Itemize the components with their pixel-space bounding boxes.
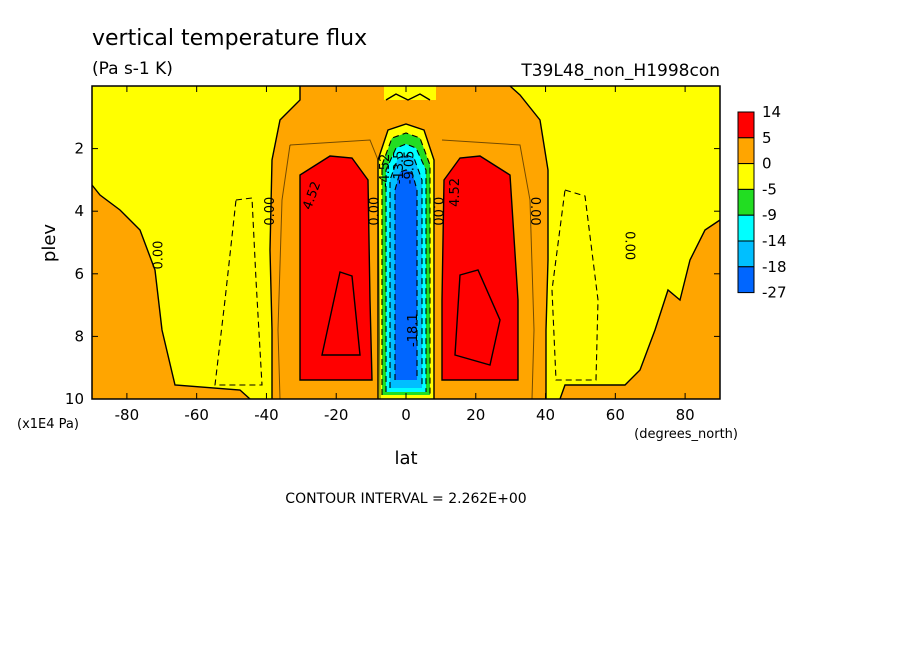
x-tick-label: 60 (606, 406, 625, 424)
legend-swatch (737, 214, 755, 242)
legend-label: -27 (762, 284, 787, 302)
contour-max-sh (321, 271, 361, 356)
x-tick-label: 80 (676, 406, 695, 424)
contour-dashed-eq-3 (389, 154, 423, 388)
contour-value-label: -13.5 (392, 151, 407, 185)
legend-label: -14 (762, 232, 787, 250)
contour-value-label: -4.52 (378, 154, 393, 188)
x-tick-label: 40 (536, 406, 555, 424)
contour-dashed-eq-4 (394, 169, 418, 380)
run-label: T39L48_non_H1998con (520, 61, 720, 81)
contour-zero-sh-inner (269, 86, 301, 399)
contour-red-nh (441, 155, 519, 381)
legend-label: -5 (762, 180, 777, 198)
y-axis: 2 4 6 8 10 (65, 140, 720, 408)
x-tick-label: 20 (466, 406, 485, 424)
contour-red-sh (299, 155, 373, 381)
field-upper-negative (384, 86, 436, 100)
x-tick-label: -80 (115, 406, 140, 424)
contour-field: 0.00 0.00 4.52 0.00 -4.52-13.5-9.05 -18.1 0.00… (92, 86, 720, 399)
contour-dashed-sh (214, 197, 263, 386)
contour-zero-sh (92, 184, 251, 399)
legend-swatch (737, 266, 755, 294)
y-tick-label: 10 (65, 390, 84, 408)
x-tick-label: -40 (254, 406, 279, 424)
x-tick-label: 0 (401, 406, 411, 424)
legend-label: 0 (762, 155, 772, 173)
contour-dashed-eq-2 (385, 143, 427, 392)
legend-swatch (737, 188, 755, 216)
y-tick-label: 6 (74, 265, 84, 283)
field-equator-blue (395, 170, 417, 380)
chart-units: (Pa s-1 K) (92, 59, 173, 79)
contour-max-nh (454, 269, 501, 366)
contour-top-equator (385, 93, 431, 101)
field-negative-nh (510, 86, 720, 399)
y-tick-label: 8 (74, 327, 84, 345)
x-tick-label: -20 (324, 406, 349, 424)
legend-swatch (737, 111, 755, 139)
y-units-label: (x1E4 Pa) (17, 417, 79, 432)
contour-interval-note: CONTOUR INTERVAL = 2.262E+00 (285, 491, 526, 507)
legend-swatch (737, 163, 755, 190)
contour-value-label: 0.00 (621, 231, 636, 260)
contour-dashed-eq-1 (381, 132, 431, 395)
contour-zero-nh-inner (509, 86, 549, 399)
contour-positive-sh (289, 139, 381, 399)
color-legend: 14 5 0 -5 -9 -14 -18 -27 (737, 103, 787, 302)
y-tick-label: 2 (74, 140, 84, 158)
contour-value-label: 4.52 (448, 178, 463, 207)
legend-label: -18 (762, 258, 787, 276)
x-axis-label: lat (394, 448, 417, 469)
contour-zero-nh (559, 219, 720, 399)
field-positive-sh-red (300, 156, 372, 380)
contour-dashed-nh (551, 189, 599, 381)
legend-label: 14 (762, 103, 781, 121)
contour-value-label: -9.05 (402, 151, 417, 185)
contour-value-label: 0.00 (151, 241, 166, 270)
legend-swatch (737, 137, 755, 165)
contour-positive-nh (441, 139, 535, 399)
contour-value-label: 0.00 (368, 197, 383, 226)
chart-title: vertical temperature flux (92, 26, 367, 51)
x-units-label: (degrees_north) (634, 427, 738, 442)
y-tick-label: 4 (74, 202, 84, 220)
contour-positive-sh-2 (277, 144, 291, 399)
contour-value-label: 0.00 (527, 197, 542, 226)
contour-value-label: 0.00 (429, 197, 444, 226)
x-axis: -80 -60 -40 -20 0 20 40 60 80 (115, 86, 695, 424)
x-tick-label: -60 (184, 406, 209, 424)
legend-label: -9 (762, 206, 777, 224)
legend-label: 5 (762, 129, 772, 147)
y-axis-label: plev (39, 224, 60, 263)
legend-swatch (737, 240, 755, 268)
field-negative-sh (92, 86, 300, 399)
contour-value-label: -18.1 (406, 313, 421, 347)
contour-value-label: 0.00 (263, 197, 278, 226)
